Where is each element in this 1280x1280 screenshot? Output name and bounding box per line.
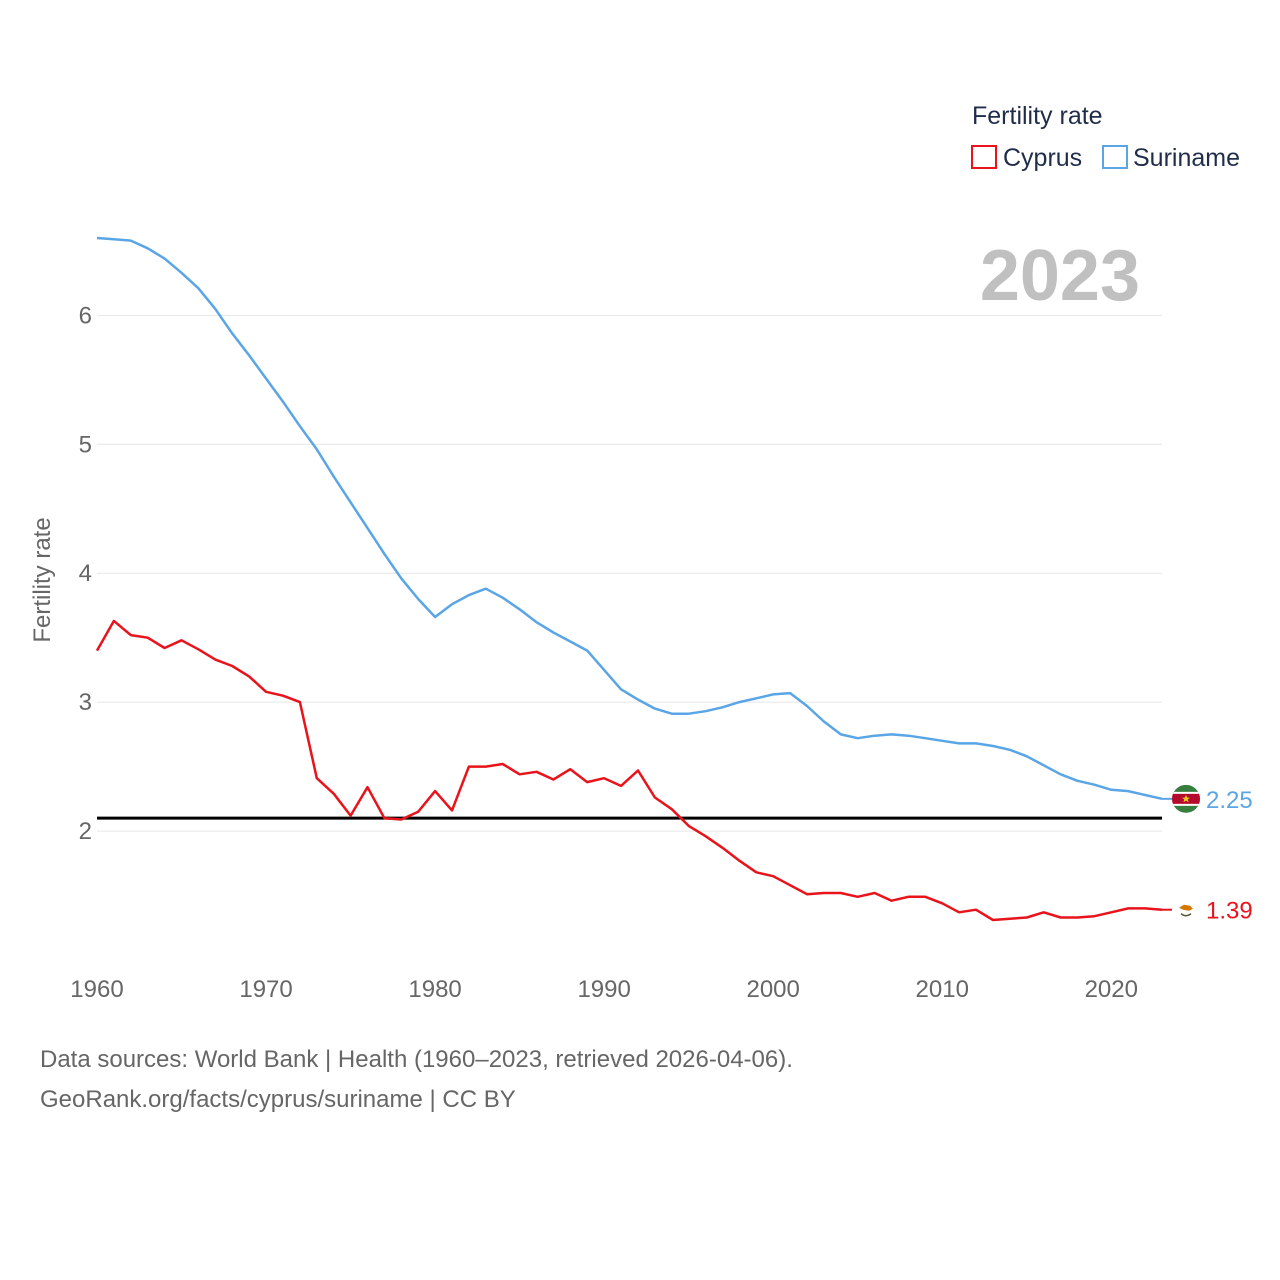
x-tick-label: 1980 xyxy=(408,976,461,1003)
x-tick-label: 2020 xyxy=(1085,976,1138,1003)
y-axis-label: Fertility rate xyxy=(29,517,56,642)
y-tick-label: 5 xyxy=(79,431,92,458)
x-tick-label: 2010 xyxy=(916,976,969,1003)
gridlines xyxy=(97,314,1162,832)
legend: Fertility rate Cyprus Suriname xyxy=(971,102,1240,172)
series-line-cyprus xyxy=(95,619,1163,922)
legend-title: Fertility rate xyxy=(972,102,1103,130)
credit-line: GeoRank.org/facts/cyprus/suriname | CC B… xyxy=(40,1086,516,1113)
source-line: Data sources: World Bank | Health (1960–… xyxy=(40,1046,793,1073)
series-line-suriname xyxy=(96,236,1163,801)
x-tick-label: 1990 xyxy=(577,976,630,1003)
legend-swatch-suriname xyxy=(1102,145,1128,169)
legend-label-cyprus: Cyprus xyxy=(1003,144,1082,172)
cyprus-flag-icon xyxy=(1172,895,1200,924)
suriname-end-value: 2.25 xyxy=(1206,787,1253,814)
y-tick-label: 3 xyxy=(79,689,92,716)
y-tick-label: 2 xyxy=(79,818,92,845)
series-lines xyxy=(95,236,1172,922)
x-tick-label: 2000 xyxy=(746,976,799,1003)
legend-swatch-cyprus xyxy=(971,145,997,169)
x-tick-label: 1970 xyxy=(239,976,292,1003)
suriname-end-marker: 2.25 xyxy=(1172,784,1253,814)
cyprus-end-marker: 1.39 xyxy=(1172,895,1253,925)
cyprus-end-value: 1.39 xyxy=(1206,898,1253,925)
y-tick-label: 6 xyxy=(79,302,92,329)
y-tick-label: 4 xyxy=(79,560,92,587)
y-axis-ticks: 2 3 4 5 6 xyxy=(79,302,92,845)
source-footer: Data sources: World Bank | Health (1960–… xyxy=(40,1040,793,1120)
x-axis-ticks: 1960 1970 1980 1990 2000 2010 2020 xyxy=(70,976,1138,1003)
legend-label-suriname: Suriname xyxy=(1133,144,1240,172)
current-year-label: 2023 xyxy=(980,236,1140,316)
suriname-flag-icon xyxy=(1172,784,1200,813)
x-tick-label: 1960 xyxy=(70,976,123,1003)
